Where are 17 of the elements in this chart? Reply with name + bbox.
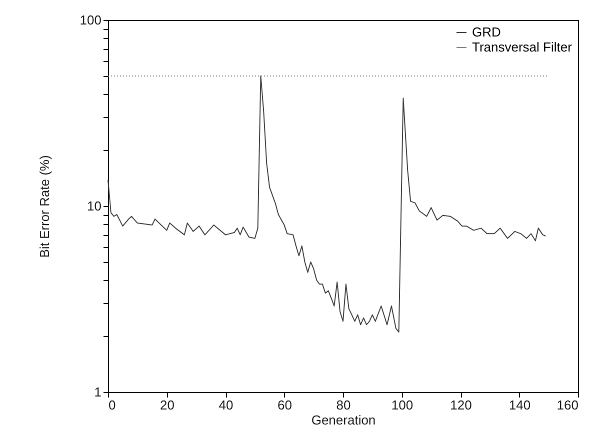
x-tick-label: 100 xyxy=(391,398,414,412)
x-tick-label: 60 xyxy=(278,398,292,412)
y-axis-title: Bit Error Rate (%) xyxy=(36,155,52,258)
legend-label: GRD xyxy=(472,24,501,40)
x-tick-label: 0 xyxy=(108,398,116,412)
line-series xyxy=(108,75,546,333)
x-tick-label: 40 xyxy=(218,398,234,412)
x-tick-label: 120 xyxy=(450,398,472,412)
x-tick-label: 80 xyxy=(336,398,351,412)
x-tick-label: 160 xyxy=(556,398,578,412)
y-tick-label: 100 xyxy=(80,12,102,28)
x-tick-label: 20 xyxy=(160,398,174,412)
legend-label: Transversal Filter xyxy=(472,40,573,54)
x-axis-title: Generation xyxy=(311,412,376,428)
x-tick-label: 140 xyxy=(508,398,531,412)
y-tick-label: 1 xyxy=(94,384,102,400)
y-tick-label: 10 xyxy=(87,198,102,214)
